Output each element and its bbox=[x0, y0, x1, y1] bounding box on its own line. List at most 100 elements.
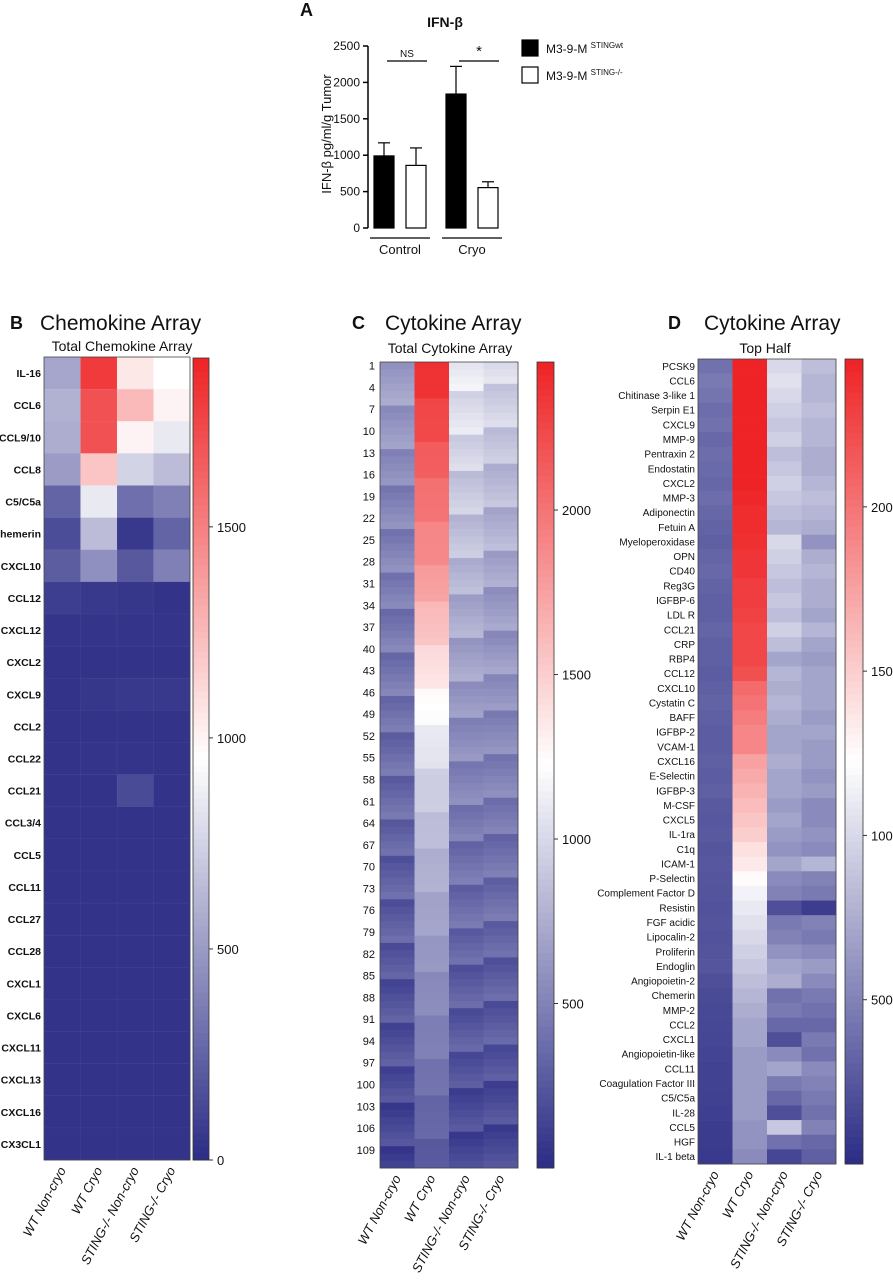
heatmap-cell bbox=[483, 398, 519, 406]
heatmap-cell bbox=[380, 637, 415, 646]
heatmap-cell bbox=[698, 432, 733, 448]
heatmap-cell bbox=[80, 453, 118, 487]
heatmap-cell bbox=[414, 681, 450, 690]
heatmap-cell bbox=[449, 398, 484, 406]
heatmap-cell bbox=[483, 1088, 519, 1096]
heatmap-cell bbox=[801, 578, 837, 594]
heatmap-cell bbox=[698, 534, 733, 550]
heatmap-cell bbox=[414, 362, 450, 370]
heatmap-cell bbox=[380, 601, 415, 610]
row-label: 106 bbox=[357, 1123, 375, 1135]
colorbar-segment bbox=[845, 540, 863, 548]
row-label: 25 bbox=[363, 535, 375, 547]
heatmap-cell bbox=[414, 470, 450, 479]
heatmap-cell bbox=[380, 768, 415, 777]
colorbar-segment bbox=[537, 812, 554, 820]
heatmap-cell bbox=[483, 478, 519, 486]
heatmap-cell bbox=[414, 623, 450, 632]
colorbar-segment bbox=[193, 404, 209, 412]
heatmap-cell bbox=[483, 1059, 519, 1067]
legend-swatch bbox=[521, 39, 539, 57]
heatmap-cell bbox=[483, 710, 519, 719]
heatmap-cell bbox=[767, 959, 802, 975]
colorbar-segment bbox=[845, 828, 863, 836]
colorbar-segment bbox=[845, 781, 863, 789]
colorbar-segment bbox=[537, 1026, 554, 1035]
heatmap-cell bbox=[449, 659, 484, 668]
heatmap-cell bbox=[698, 695, 733, 711]
heatmap-cell bbox=[80, 388, 118, 422]
row-label: CRP bbox=[674, 640, 695, 651]
heatmap-cell bbox=[449, 427, 484, 436]
y-axis-label: IFN-β pg/ml/g Tumor bbox=[319, 74, 334, 194]
colorbar-segment bbox=[537, 550, 554, 558]
heatmap-cell bbox=[801, 1149, 837, 1165]
colorbar-segment bbox=[193, 859, 209, 867]
heatmap-cell bbox=[483, 855, 519, 864]
heatmap-cell bbox=[801, 446, 837, 462]
heatmap-cell bbox=[153, 1063, 191, 1097]
colorbar-segment bbox=[537, 644, 554, 652]
heatmap-cell bbox=[732, 1105, 768, 1121]
colorbar-segment bbox=[537, 738, 554, 746]
colorbar-segment bbox=[193, 384, 209, 392]
heatmap-cell bbox=[483, 863, 519, 871]
colorbar-segment bbox=[537, 1053, 554, 1062]
heatmap-cell bbox=[698, 476, 733, 492]
colorbar-segment bbox=[845, 754, 863, 762]
heatmap-cell bbox=[43, 613, 82, 647]
heatmap-cell bbox=[449, 717, 484, 726]
row-label: Fetuin A bbox=[658, 523, 695, 534]
heatmap-cell bbox=[380, 659, 415, 668]
row-label: CCL3/4 bbox=[5, 818, 41, 830]
heatmap-cell bbox=[732, 622, 768, 638]
colorbar-segment bbox=[845, 808, 863, 816]
heatmap-cell bbox=[732, 505, 768, 521]
heatmap-cell bbox=[380, 420, 415, 428]
heatmap-cell bbox=[380, 928, 415, 937]
heatmap-cell bbox=[449, 1073, 484, 1082]
heatmap-cell bbox=[80, 902, 118, 936]
colorbar-segment bbox=[537, 906, 554, 914]
colorbar-segment bbox=[193, 1059, 209, 1067]
heatmap-cell bbox=[483, 870, 519, 878]
legend-label-superscript: STING-/- bbox=[591, 68, 623, 77]
heatmap-cell bbox=[732, 359, 768, 374]
heatmap-cell bbox=[43, 806, 82, 840]
heatmap-cell bbox=[767, 739, 802, 755]
bar-stingwt-control bbox=[373, 155, 395, 229]
heatmap-cell bbox=[732, 651, 768, 667]
heatmap-cell bbox=[414, 659, 450, 668]
heatmap-cell bbox=[698, 1105, 733, 1121]
colorbar-segment bbox=[845, 768, 863, 776]
colorbar-segment bbox=[193, 638, 209, 646]
heatmap-cell bbox=[414, 732, 450, 740]
heatmap-cell bbox=[380, 942, 415, 951]
heatmap-cell bbox=[414, 841, 450, 849]
heatmap-cell bbox=[483, 928, 519, 937]
heatmap-cell bbox=[380, 1102, 415, 1111]
colorbar-segment bbox=[537, 899, 554, 907]
heatmap-cell bbox=[698, 1120, 733, 1136]
heatmap-cell bbox=[449, 1124, 484, 1133]
y-tick-label: 2000 bbox=[333, 75, 360, 89]
heatmap-cell bbox=[414, 507, 450, 515]
heatmap-cell bbox=[380, 848, 415, 857]
colorbar-segment bbox=[845, 795, 863, 803]
colorbar-segment bbox=[537, 523, 554, 531]
heatmap-cell bbox=[767, 1090, 802, 1106]
heatmap-cell bbox=[80, 549, 118, 583]
heatmap-cell bbox=[767, 856, 802, 872]
heatmap-cell bbox=[449, 790, 484, 799]
heatmap-cell bbox=[483, 725, 519, 733]
colorbar-segment bbox=[193, 578, 209, 586]
heatmap-cell bbox=[449, 412, 484, 421]
row-label: 97 bbox=[363, 1058, 375, 1070]
heatmap-cell bbox=[414, 579, 450, 588]
legend-label-superscript: STINGwt bbox=[591, 41, 624, 50]
heatmap-cell bbox=[414, 572, 450, 581]
heatmap-cell bbox=[380, 1109, 415, 1118]
heatmap-cell bbox=[483, 913, 519, 922]
colorbar-segment bbox=[845, 392, 863, 400]
row-label: CCL6 bbox=[669, 376, 695, 387]
